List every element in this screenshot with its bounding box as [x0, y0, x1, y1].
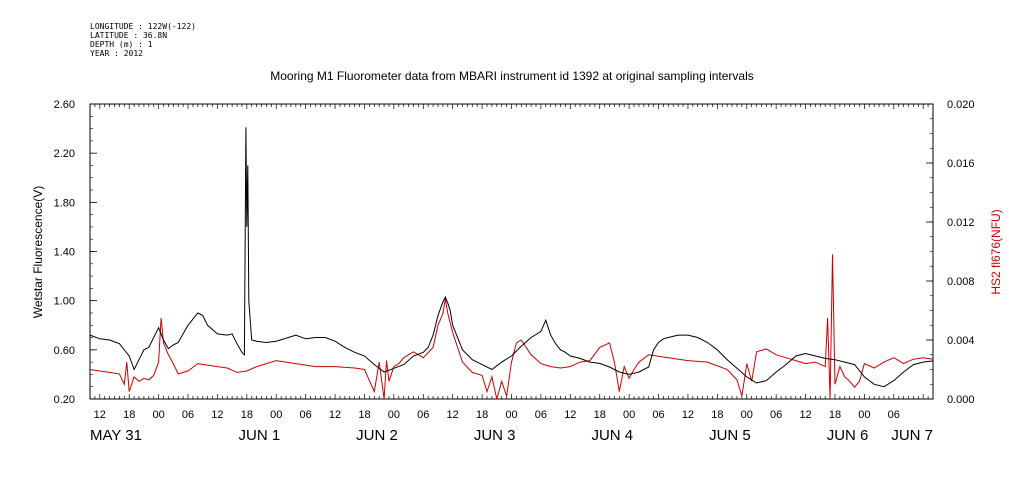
x-tick-label: 00	[623, 409, 635, 421]
y2-tick-label: 0.004	[947, 335, 975, 347]
x-tick-label: 12	[682, 409, 694, 421]
x-tick-label: 00	[152, 409, 164, 421]
y-axis-label: Wetstar Fluorescence(V)	[31, 186, 45, 319]
x-date-label: JUN 6	[827, 427, 869, 444]
x-tick-label: 06	[535, 409, 547, 421]
x-tick-label: 00	[741, 409, 753, 421]
x-tick-label: 06	[652, 409, 664, 421]
x-tick-label: 18	[123, 409, 135, 421]
x-date-label: JUN 2	[356, 427, 398, 444]
y-tick-label: 0.20	[54, 394, 75, 406]
x-date-label: JUN 7	[891, 427, 933, 444]
y2-axis-label: HS2 fl676(NFU)	[989, 209, 1003, 294]
x-tick-label: 18	[594, 409, 606, 421]
y-tick-label: 0.60	[54, 345, 75, 357]
x-tick-label: 06	[417, 409, 429, 421]
x-tick-label: 12	[447, 409, 459, 421]
y-tick-label: 1.40	[54, 247, 75, 259]
x-tick-label: 00	[270, 409, 282, 421]
x-tick-label: 06	[300, 409, 312, 421]
x-tick-label: 06	[182, 409, 194, 421]
y2-tick-label: 0.012	[947, 217, 975, 229]
x-tick-label: 12	[329, 409, 341, 421]
x-tick-label: 00	[388, 409, 400, 421]
series-hs2-line	[89, 254, 934, 400]
metadata-longitude: LONGITUDE : 122W(-122)	[90, 22, 196, 31]
y2-tick-label: 0.016	[947, 158, 975, 170]
y2-tick-label: 0.000	[947, 394, 975, 406]
x-tick-label: 00	[858, 409, 870, 421]
y-tick-label: 2.20	[54, 148, 75, 160]
x-date-label: MAY 31	[90, 427, 142, 444]
x-tick-label: 12	[211, 409, 223, 421]
x-tick-label: 12	[564, 409, 576, 421]
metadata-depth: DEPTH (m) : 1	[90, 40, 153, 49]
x-tick-label: 18	[829, 409, 841, 421]
x-tick-label: 12	[799, 409, 811, 421]
chart-title: Mooring M1 Fluorometer data from MBARI i…	[270, 69, 754, 83]
x-tick-label: 06	[770, 409, 782, 421]
metadata-year: YEAR : 2012	[90, 49, 143, 58]
y-tick-label: 1.80	[54, 197, 75, 209]
x-tick-label: 18	[241, 409, 253, 421]
x-date-label: JUN 1	[239, 427, 281, 444]
x-tick-label: 00	[505, 409, 517, 421]
x-tick-label: 12	[94, 409, 106, 421]
y-tick-label: 1.00	[54, 296, 75, 308]
y2-tick-label: 0.020	[947, 99, 975, 111]
x-tick-label: 06	[888, 409, 900, 421]
plot-area: 12 18 00 06 12 18 00 06 12 18 00 06 12 18 00 06 12 18 00 06…	[54, 99, 975, 444]
metadata-latitude: LATITUDE : 36.8N	[90, 31, 168, 40]
x-date-label: JUN 4	[591, 427, 633, 444]
x-tick-label: 18	[358, 409, 370, 421]
y-tick-label: 2.60	[54, 99, 75, 111]
x-tick-label: 18	[476, 409, 488, 421]
x-tick-label: 18	[711, 409, 723, 421]
plot-frame	[89, 103, 934, 400]
x-date-label: JUN 3	[474, 427, 516, 444]
metadata-block: LONGITUDE : 122W(-122) LATITUDE : 36.8N …	[90, 22, 196, 58]
y2-tick-label: 0.008	[947, 276, 975, 288]
x-date-label: JUN 5	[709, 427, 751, 444]
series-wetstar-line	[89, 127, 934, 388]
